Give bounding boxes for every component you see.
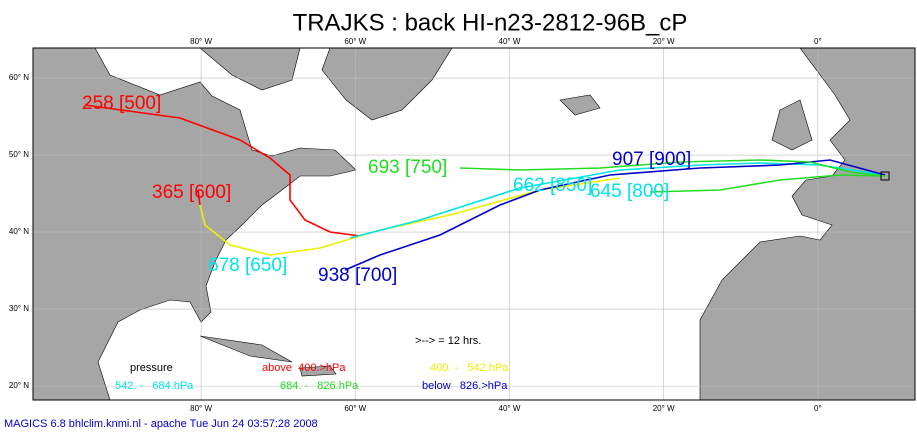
x-tick-label: 80° W	[190, 404, 212, 413]
x-tick-label: 40° W	[499, 37, 521, 46]
trajectory-label: 693 [750]	[368, 157, 447, 178]
x-tick-label: 0°	[814, 404, 822, 413]
y-tick-label: 60° N	[9, 73, 29, 82]
trajectory-label: 907 [900]	[612, 149, 691, 170]
legend-entry: below 826.>hPa	[422, 380, 508, 392]
x-tick-label: 40° W	[499, 404, 521, 413]
legend-entry: 684. - 826.hPa	[280, 380, 359, 392]
trajectory	[459, 159, 886, 177]
trajectory	[197, 189, 201, 206]
land	[33, 48, 915, 400]
y-tick-label: 50° N	[9, 150, 29, 159]
y-tick-label: 30° N	[9, 304, 29, 313]
x-tick-label: 20° W	[653, 404, 675, 413]
x-tick-label: 0°	[814, 37, 822, 46]
trajectory-labels: 258 [500] 365 [600] 678 [650] 938 [700] 693 …	[82, 93, 691, 286]
legend-entry: 400. - 542.hPa	[430, 362, 509, 374]
legend-entry: 542. - 684.hPa	[115, 380, 194, 392]
legend: above 400.>hPa 400. - 542.hPa 542. - 684.h…	[115, 362, 509, 392]
trajectory-label: 662 [850]	[513, 175, 592, 196]
end-point	[880, 171, 890, 181]
frame	[32, 47, 916, 401]
footer: MAGICS 6.8 bhlclim.knmi.nl - apache Tue …	[4, 418, 318, 430]
y-tick-label: 20° N	[9, 381, 29, 390]
legend-note: >--> = 12 hrs.	[415, 335, 481, 347]
graticule	[33, 48, 915, 400]
trajectories	[84, 104, 890, 271]
y-tick-label: 40° N	[9, 227, 29, 236]
trajectory-label: 678 [650]	[208, 255, 287, 276]
trajectory	[199, 177, 621, 256]
trajectory	[84, 104, 361, 237]
map-title: TRAJKS : back HI-n23-2812-96B_cP	[293, 9, 688, 36]
legend-entry: above 400.>hPa	[262, 362, 346, 374]
trajectory	[349, 162, 886, 239]
trajectory	[649, 174, 886, 193]
legend-title: pressure	[130, 362, 173, 374]
x-tick-label: 60° W	[344, 404, 366, 413]
x-tick-label: 60° W	[344, 37, 366, 46]
x-tick-label: 20° W	[653, 37, 675, 46]
trajectory-label: 645 [800]	[590, 181, 669, 202]
x-tick-label: 80° W	[190, 37, 212, 46]
trajectory-label: 365 [600]	[152, 182, 231, 203]
trajectory-label: 258 [500]	[82, 93, 161, 114]
trajectory-label: 938 [700]	[318, 265, 397, 286]
